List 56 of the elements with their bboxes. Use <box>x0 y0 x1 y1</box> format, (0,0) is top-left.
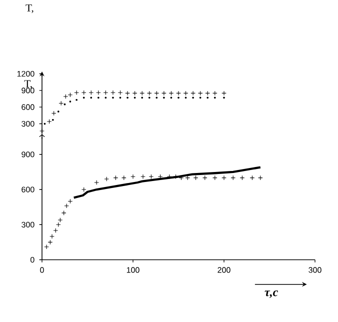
point <box>58 218 63 222</box>
point <box>68 92 73 98</box>
point <box>205 90 210 96</box>
point <box>56 222 61 228</box>
y-axis-title: T, <box>24 80 32 89</box>
point <box>88 90 94 96</box>
point <box>154 90 160 96</box>
point <box>162 90 166 96</box>
point <box>44 244 49 250</box>
point <box>61 210 66 216</box>
y-tick-label: 900 <box>22 152 34 158</box>
point <box>63 94 68 100</box>
x-tick-label: 300 <box>308 267 322 273</box>
point <box>118 90 123 96</box>
point <box>53 228 58 234</box>
point <box>168 90 174 96</box>
point <box>110 90 116 96</box>
point <box>140 174 146 180</box>
point <box>130 174 136 180</box>
point <box>94 180 100 186</box>
point <box>64 204 69 208</box>
point <box>146 90 152 96</box>
y-tick-label: 300 <box>22 222 34 228</box>
point <box>148 174 154 180</box>
point <box>250 176 255 180</box>
point <box>81 187 86 192</box>
point <box>51 110 56 116</box>
point <box>193 176 198 180</box>
y-tick-label: 600 <box>22 104 34 110</box>
x-tick-label: 100 <box>126 267 140 273</box>
y-tick-label: 900 <box>22 88 34 94</box>
point <box>222 90 226 96</box>
point <box>222 176 226 180</box>
point <box>81 90 86 96</box>
y-tick-label: 600 <box>22 186 34 192</box>
point <box>125 90 130 96</box>
point <box>190 90 196 96</box>
point <box>50 234 54 239</box>
point <box>103 90 108 96</box>
point <box>104 176 110 182</box>
chart-title: T, <box>26 4 34 14</box>
x-tick-label: 0 <box>40 267 44 273</box>
point <box>240 176 245 180</box>
point <box>176 90 181 96</box>
x-tick-label: 200 <box>218 267 230 273</box>
point <box>198 90 203 96</box>
y-tick-label: 1200 <box>17 71 34 77</box>
point <box>46 119 52 124</box>
point <box>132 90 138 96</box>
point <box>68 198 73 204</box>
y-tick-label: 300 <box>22 121 34 127</box>
x-axis-title: τ,c <box>264 290 278 298</box>
point <box>48 240 53 245</box>
y-tick-label: 0 <box>30 257 34 263</box>
point <box>113 176 118 180</box>
point <box>183 90 188 96</box>
